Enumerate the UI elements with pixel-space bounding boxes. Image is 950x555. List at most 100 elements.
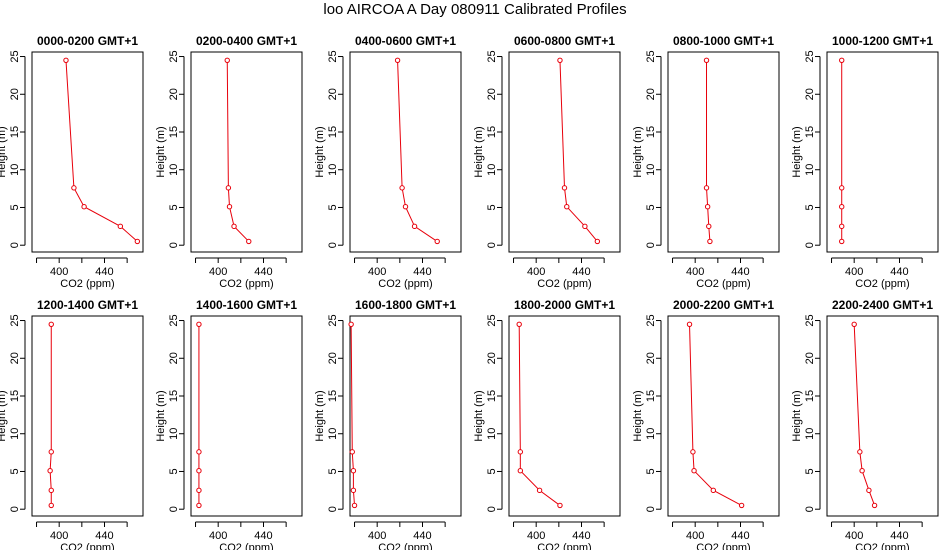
x-tick-label: 400 bbox=[209, 530, 227, 542]
chart-panel: 0000-0200 GMT+1 0 5 10 15 20 25 Height (m) 400 44… bbox=[0, 34, 144, 290]
y-tick-label: 5 bbox=[327, 204, 339, 210]
data-point bbox=[594, 238, 601, 245]
x-tick-label: 400 bbox=[368, 266, 386, 278]
panel-title: 1600-1800 GMT+1 bbox=[355, 298, 456, 312]
x-tick-label: 440 bbox=[731, 266, 749, 278]
data-point bbox=[703, 57, 710, 64]
y-tick-label: 5 bbox=[804, 468, 816, 474]
plot-frame bbox=[31, 51, 144, 253]
y-axis-label: Height (m) bbox=[314, 126, 326, 177]
chart-panel: 1000-1200 GMT+1 0 5 10 15 20 25 Height (m) 400 44… bbox=[791, 34, 939, 290]
x-tick-label: 440 bbox=[731, 530, 749, 542]
profile-line bbox=[65, 60, 138, 242]
y-tick-label: 5 bbox=[486, 204, 498, 210]
chart-panel: 1800-2000 GMT+1 0 5 10 15 20 25 Height (m) 400 44… bbox=[473, 298, 621, 554]
chart-panel: 2200-2400 GMT+1 0 5 10 15 20 25 Height (m) 400 44… bbox=[791, 298, 939, 554]
data-point bbox=[231, 223, 237, 230]
panel-title: 0000-0200 GMT+1 bbox=[37, 34, 138, 48]
y-tick-label: 25 bbox=[486, 314, 498, 326]
y-tick-label: 15 bbox=[645, 126, 657, 138]
profile-line bbox=[706, 60, 711, 242]
panel-title: 0200-0400 GMT+1 bbox=[196, 34, 297, 48]
data-point bbox=[536, 487, 543, 494]
data-point bbox=[117, 223, 124, 230]
data-point bbox=[561, 185, 568, 191]
y-tick-label: 15 bbox=[327, 390, 339, 402]
y-tick-label: 25 bbox=[645, 50, 657, 62]
y-tick-label: 0 bbox=[168, 506, 180, 512]
data-point bbox=[399, 185, 405, 191]
data-point bbox=[557, 502, 563, 509]
y-tick-label: 20 bbox=[486, 88, 498, 100]
x-tick-label: 440 bbox=[890, 530, 908, 542]
y-tick-label: 20 bbox=[804, 352, 816, 364]
profile-line bbox=[518, 324, 561, 506]
data-point bbox=[738, 502, 745, 509]
y-tick-label: 10 bbox=[168, 164, 180, 176]
x-axis-label: CO2 (ppm) bbox=[60, 542, 114, 550]
plot-frame bbox=[31, 315, 144, 517]
panel-title: 1400-1600 GMT+1 bbox=[196, 298, 297, 312]
profile-line bbox=[350, 324, 356, 506]
data-point bbox=[839, 223, 845, 230]
y-tick-label: 20 bbox=[9, 352, 21, 364]
y-tick-label: 5 bbox=[168, 204, 180, 210]
plot-frame bbox=[508, 315, 621, 517]
panel-title: 0800-1000 GMT+1 bbox=[673, 34, 774, 48]
y-tick-label: 15 bbox=[168, 126, 180, 138]
profile-line bbox=[397, 60, 438, 242]
y-tick-label: 0 bbox=[9, 506, 21, 512]
chart-panel: 0800-1000 GMT+1 0 5 10 15 20 25 Height (m) 400 44… bbox=[632, 34, 780, 290]
x-axis-label: CO2 (ppm) bbox=[219, 542, 273, 550]
y-axis-label: Height (m) bbox=[473, 390, 485, 441]
y-tick-label: 0 bbox=[327, 506, 339, 512]
data-point bbox=[866, 487, 872, 494]
data-point bbox=[48, 449, 54, 455]
y-tick-label: 25 bbox=[9, 50, 21, 62]
y-tick-label: 25 bbox=[804, 50, 816, 62]
data-point bbox=[411, 223, 418, 230]
data-point bbox=[517, 449, 524, 455]
y-tick-label: 20 bbox=[168, 88, 180, 100]
panel-title: 1800-2000 GMT+1 bbox=[514, 298, 615, 312]
y-tick-label: 20 bbox=[804, 88, 816, 100]
data-point bbox=[47, 468, 53, 474]
y-tick-label: 25 bbox=[327, 314, 339, 326]
profile-line bbox=[853, 324, 876, 506]
y-axis-label: Height (m) bbox=[155, 126, 167, 177]
x-axis-label: CO2 (ppm) bbox=[378, 278, 432, 290]
y-tick-label: 15 bbox=[168, 390, 180, 402]
y-tick-label: 10 bbox=[645, 428, 657, 440]
y-tick-label: 25 bbox=[168, 50, 180, 62]
chart-panel: 0600-0800 GMT+1 0 5 10 15 20 25 Height (m) 400 44… bbox=[473, 34, 621, 290]
profile-line bbox=[559, 60, 598, 242]
data-point bbox=[348, 321, 354, 328]
y-tick-label: 25 bbox=[327, 50, 339, 62]
x-axis-label: CO2 (ppm) bbox=[537, 278, 591, 290]
x-tick-label: 400 bbox=[845, 266, 863, 278]
y-tick-label: 5 bbox=[645, 468, 657, 474]
x-axis-label: CO2 (ppm) bbox=[219, 278, 273, 290]
y-tick-label: 10 bbox=[327, 428, 339, 440]
data-point bbox=[48, 487, 54, 494]
data-point bbox=[871, 502, 878, 509]
y-tick-label: 5 bbox=[9, 204, 21, 210]
x-axis-label: CO2 (ppm) bbox=[855, 542, 909, 550]
x-axis-label: CO2 (ppm) bbox=[696, 278, 750, 290]
data-point bbox=[707, 238, 713, 245]
x-tick-label: 440 bbox=[254, 266, 272, 278]
y-tick-label: 5 bbox=[9, 468, 21, 474]
data-point bbox=[690, 449, 696, 455]
y-tick-label: 20 bbox=[645, 352, 657, 364]
y-tick-label: 5 bbox=[804, 204, 816, 210]
x-tick-label: 400 bbox=[527, 266, 545, 278]
y-tick-label: 15 bbox=[486, 126, 498, 138]
y-tick-label: 0 bbox=[486, 506, 498, 512]
y-tick-label: 20 bbox=[327, 352, 339, 364]
y-axis-label: Height (m) bbox=[0, 126, 8, 177]
y-tick-label: 15 bbox=[486, 390, 498, 402]
y-axis-label: Height (m) bbox=[791, 126, 803, 177]
x-tick-label: 400 bbox=[845, 530, 863, 542]
data-point bbox=[704, 204, 711, 210]
